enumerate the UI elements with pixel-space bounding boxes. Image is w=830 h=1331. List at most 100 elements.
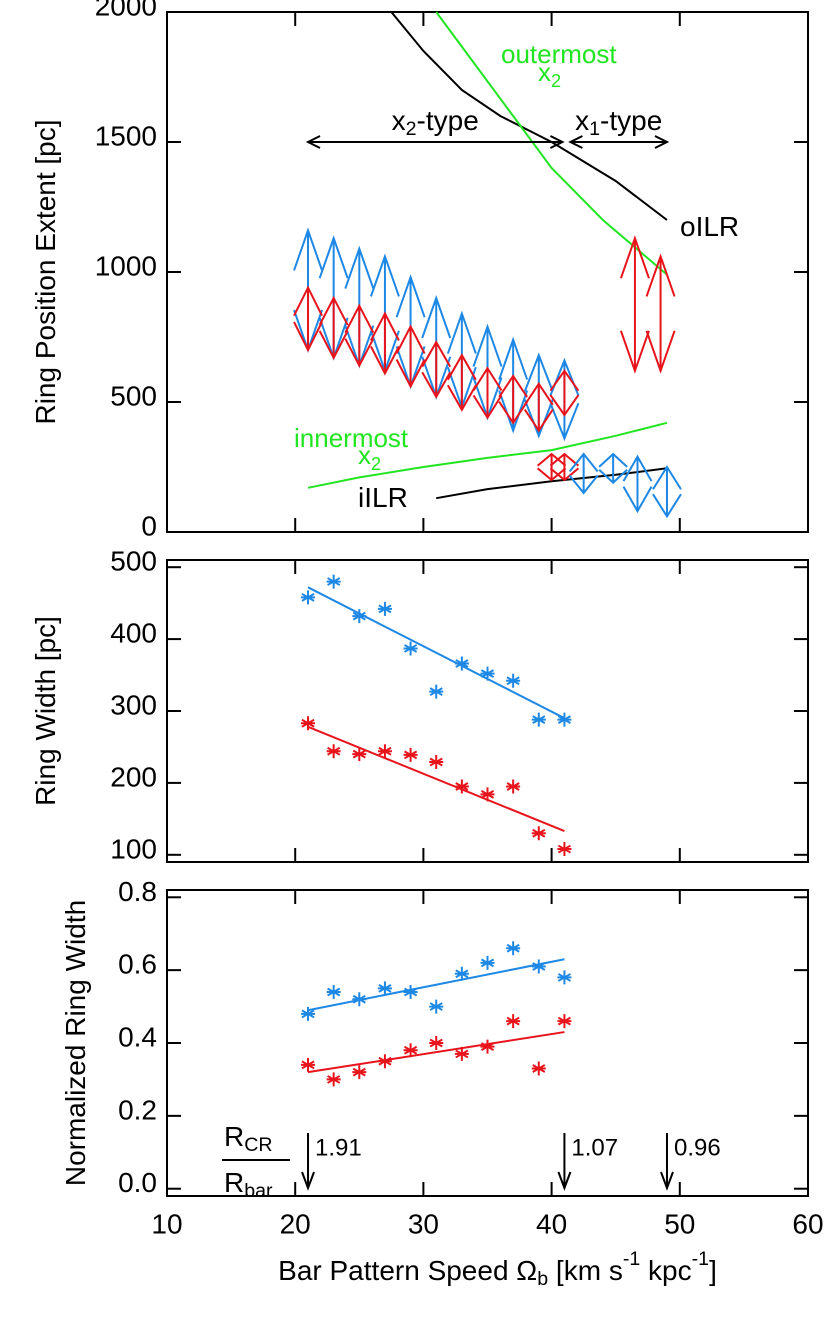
star-marker — [506, 1014, 521, 1029]
star-marker — [531, 1061, 546, 1076]
x-axis-label-part: [km s — [548, 1255, 623, 1286]
ratio-numerator: RCR — [224, 1121, 273, 1157]
x-tick-label: 20 — [280, 1209, 311, 1240]
range-arrow — [293, 285, 323, 353]
annotation-part: oILR — [680, 211, 739, 242]
region-arrow — [305, 135, 565, 149]
x-axis-label-part: kpc — [640, 1255, 691, 1286]
star-marker — [480, 787, 495, 802]
y-axis-label-part: Normalized Ring Width — [60, 900, 91, 1186]
x-axis-label-part: -1 — [692, 1248, 709, 1270]
star-marker — [557, 970, 572, 985]
ratio-numerator-part: CR — [244, 1134, 272, 1156]
star-marker — [326, 744, 341, 759]
star-marker — [326, 1072, 341, 1087]
fit-line — [307, 958, 565, 1012]
y-tick-label: 500 — [110, 546, 157, 577]
ratio-arrow — [660, 1133, 674, 1191]
star-marker — [403, 641, 418, 656]
annotation: x2 — [538, 57, 561, 91]
range-arrow — [344, 303, 375, 368]
region-label-part: 2 — [406, 118, 417, 140]
annotation-part: 2 — [371, 454, 381, 474]
star-marker — [429, 1036, 444, 1050]
range-arrow — [523, 381, 554, 433]
range-arrow — [568, 452, 599, 495]
star-marker — [377, 981, 392, 996]
annotation-part: innermost — [294, 423, 409, 453]
region-label-part: -type — [417, 105, 479, 136]
plot-frame — [166, 11, 809, 533]
ratio-label: 1.91 — [315, 1135, 362, 1162]
y-tick-label: 0.4 — [118, 1022, 157, 1053]
annotation: outermost — [501, 39, 617, 69]
annotation-part: iILR — [358, 482, 408, 513]
y-axis-label-part: Ring Width [pc] — [30, 616, 61, 806]
y-tick-label: 1000 — [95, 251, 157, 282]
x-tick-label: 50 — [664, 1209, 695, 1240]
star-marker — [429, 755, 444, 770]
x-tick-label: 30 — [408, 1209, 439, 1240]
annotation: x2 — [358, 440, 381, 474]
fit-line — [307, 586, 565, 720]
y-tick-label: 300 — [110, 690, 157, 721]
ratio-label: 1.07 — [571, 1135, 618, 1162]
region-label-part: x — [392, 105, 406, 136]
range-arrow — [472, 366, 503, 420]
y-axis-label-part: Ring Position Extent [pc] — [30, 119, 61, 424]
plot-frame — [166, 559, 809, 863]
y-tick-label: 0.6 — [118, 949, 157, 980]
star-marker — [429, 999, 444, 1014]
range-arrow — [652, 465, 682, 519]
star-marker — [506, 673, 521, 688]
star-marker — [301, 1006, 316, 1021]
star-marker — [480, 955, 495, 970]
annotation-part: x — [358, 440, 371, 470]
x-axis-label-part: b — [537, 1268, 548, 1290]
y-tick-label: 200 — [110, 761, 157, 792]
star-marker — [301, 716, 316, 731]
ratio-arrow — [557, 1133, 572, 1191]
star-marker — [480, 666, 495, 681]
range-arrow — [622, 454, 653, 514]
y-tick-label: 400 — [110, 618, 157, 649]
range-arrow — [318, 295, 349, 360]
range-arrow — [536, 452, 567, 482]
fit-line — [307, 725, 565, 833]
star-marker — [531, 959, 546, 974]
x-tick-label: 10 — [151, 1209, 182, 1240]
ratio-arrow — [301, 1133, 315, 1191]
curve — [307, 421, 668, 489]
y-axis-label: Ring Width [pc] — [30, 616, 61, 806]
ratio-denominator-part: R — [224, 1167, 244, 1198]
star-marker — [377, 1054, 392, 1069]
y-tick-label: 0.0 — [118, 1167, 157, 1198]
star-marker — [454, 656, 469, 671]
region-label-part: 1 — [589, 118, 600, 140]
x-tick-label: 60 — [792, 1209, 823, 1240]
star-marker — [326, 574, 341, 589]
range-arrow — [598, 452, 628, 484]
star-marker — [557, 1014, 572, 1029]
annotation: innermost — [294, 423, 409, 453]
star-marker — [480, 1039, 495, 1054]
y-axis-label: Ring Position Extent [pc] — [30, 119, 61, 424]
y-tick-label: 2000 — [95, 0, 157, 22]
star-marker — [326, 985, 341, 999]
star-marker — [301, 590, 316, 605]
y-tick-label: 500 — [110, 381, 157, 412]
ratio-denominator: Rbar — [224, 1167, 273, 1203]
x-axis-label-part: Bar Pattern Speed Ω — [278, 1255, 537, 1286]
region-label-part: x — [575, 105, 589, 136]
star-marker — [557, 842, 572, 857]
star-marker — [506, 941, 521, 956]
star-marker — [352, 992, 367, 1007]
star-marker — [454, 966, 469, 981]
range-arrow — [619, 235, 650, 374]
star-marker — [377, 601, 392, 616]
ratio-denominator-part: bar — [244, 1180, 273, 1202]
star-marker — [352, 609, 367, 624]
star-marker — [429, 684, 444, 699]
